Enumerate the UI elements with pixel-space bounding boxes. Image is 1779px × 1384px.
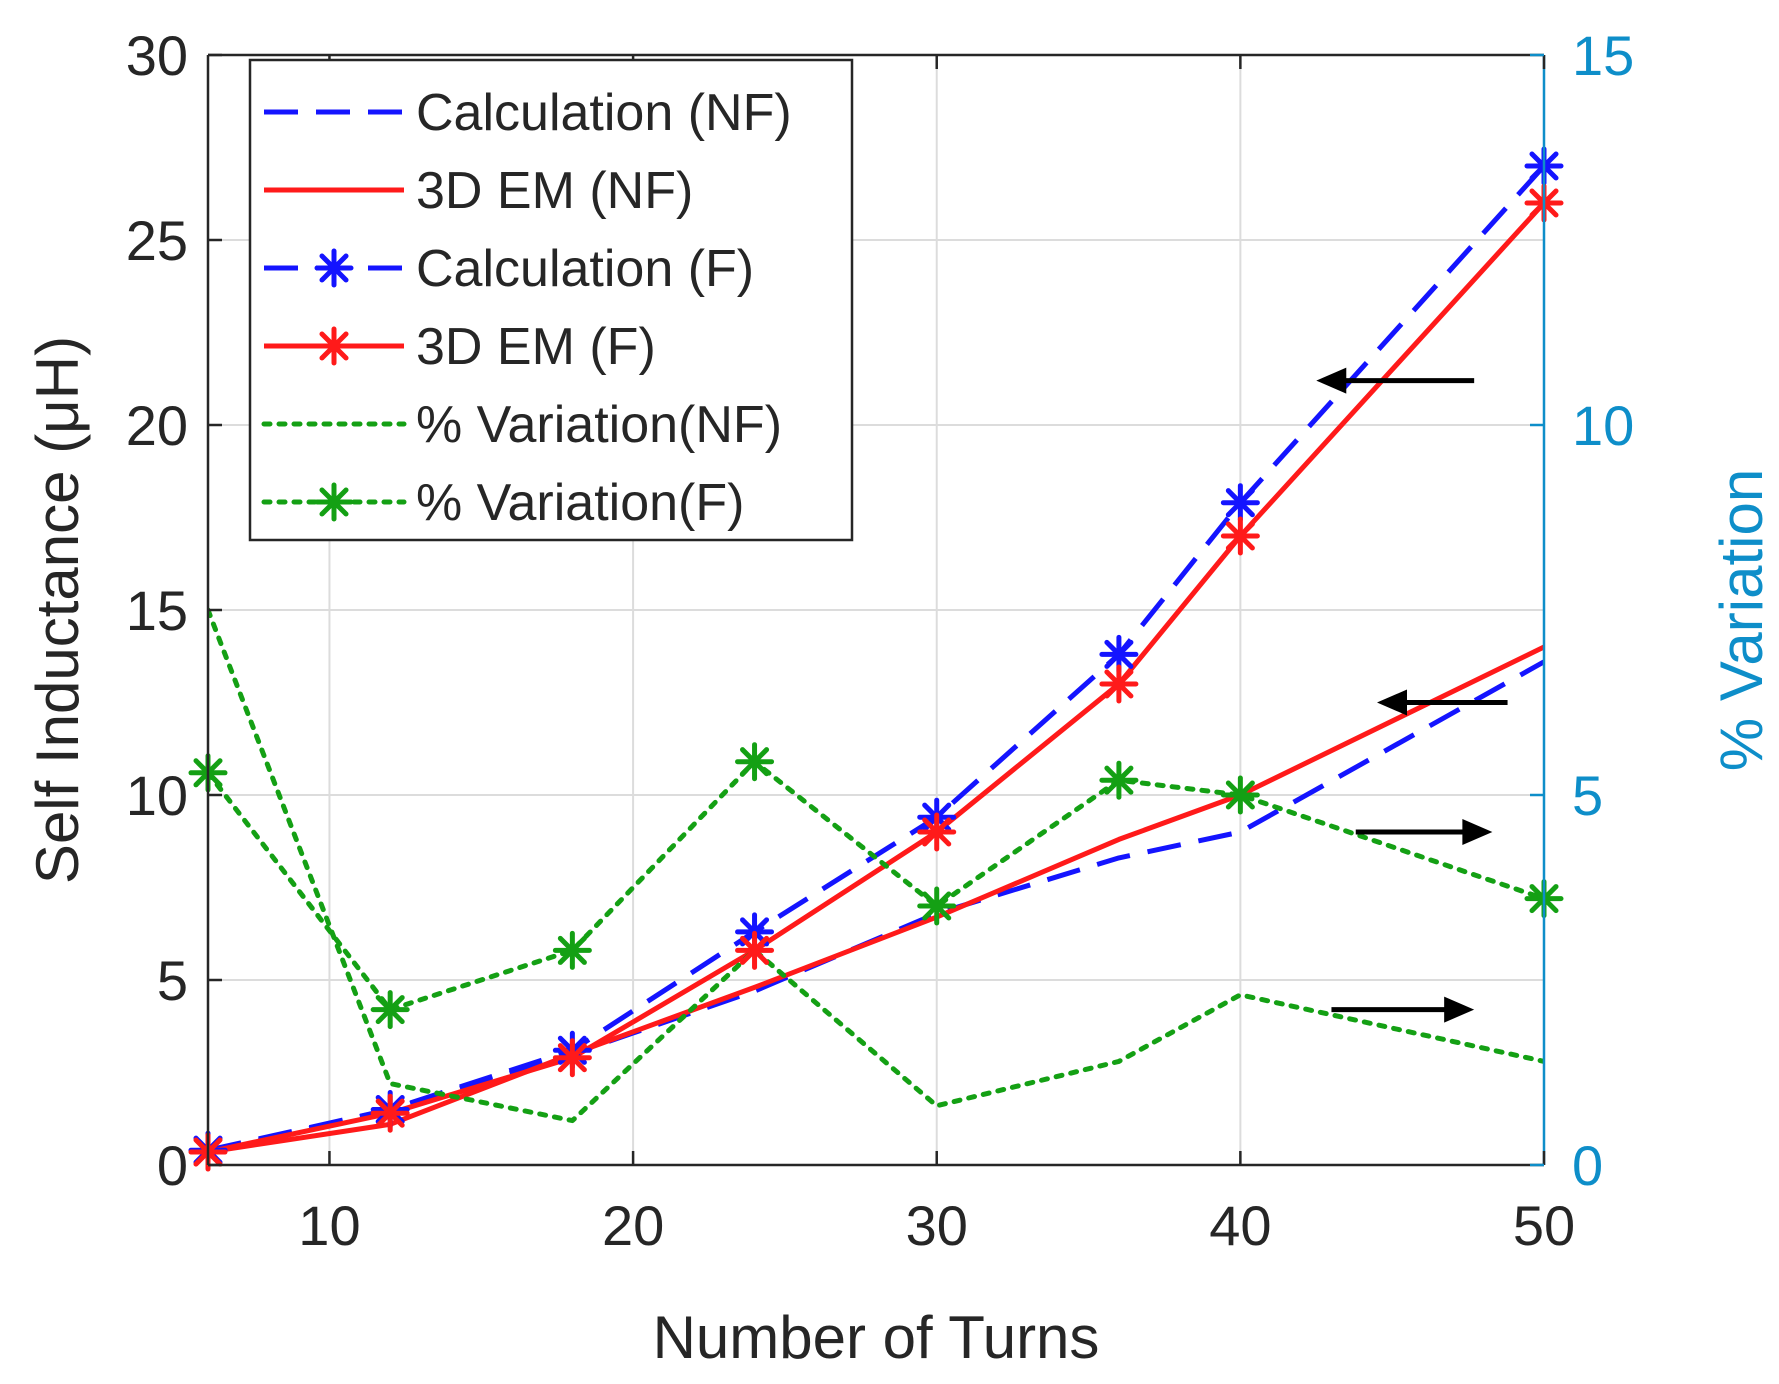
y-right-tick-label-10: 10 — [1572, 394, 1634, 457]
series-5-point-5 — [1099, 760, 1139, 800]
series-3-point-6 — [1220, 516, 1260, 556]
series-2-point-6 — [1220, 483, 1260, 523]
series-3-point-2 — [552, 1038, 592, 1078]
x-axis-label: Number of Turns — [653, 1304, 1100, 1371]
y-tick-label-25: 25 — [126, 209, 188, 272]
legend-label-5: % Variation(F) — [416, 474, 744, 532]
legend-marker-5 — [314, 482, 354, 522]
series-3-point-4 — [917, 812, 957, 852]
x-tick-label-10: 10 — [298, 1194, 360, 1257]
series-layer — [208, 164, 1544, 1155]
x-tick-label-50: 50 — [1513, 1194, 1575, 1257]
series-line-4 — [208, 607, 1544, 1124]
series-3-point-5 — [1099, 664, 1139, 704]
y-tick-label-5: 5 — [157, 949, 188, 1012]
legend-entry-4: % Variation(NF) — [261, 396, 782, 454]
grid — [208, 54, 1545, 1166]
series-5-point-1 — [370, 990, 410, 1030]
y-tick-label-15: 15 — [126, 579, 188, 642]
legend-label-1: 3D EM (NF) — [416, 162, 693, 220]
series-line-5 — [208, 759, 1544, 1013]
legend-label-0: Calculation (NF) — [416, 84, 792, 142]
series-line-2 — [208, 164, 1544, 1153]
series-3-point-3 — [735, 930, 775, 970]
series-line-3 — [208, 201, 1544, 1155]
y-axis-label: Self Inductance (μH) — [24, 336, 91, 884]
legend-label-2: Calculation (F) — [416, 240, 754, 298]
arrow-right-3 — [1331, 996, 1475, 1023]
legend-entry-2: Calculation (F) — [264, 240, 754, 298]
arrow-right-2 — [1355, 819, 1493, 845]
series-3-point-1 — [370, 1093, 410, 1133]
legend-entry-1: 3D EM (NF) — [264, 162, 693, 220]
legend-entry-3: 3D EM (F) — [264, 318, 656, 376]
y-right-tick-label-15: 15 — [1572, 24, 1634, 87]
legend-entry-0: Calculation (NF) — [264, 84, 792, 142]
legend-label-4: % Variation(NF) — [416, 396, 782, 454]
legend-entry-5: % Variation(F) — [261, 474, 744, 532]
series-line-1 — [208, 644, 1544, 1155]
y-tick-label-0: 0 — [157, 1134, 188, 1197]
y-tick-label-30: 30 — [126, 24, 188, 87]
series-5-point-2 — [552, 930, 592, 970]
series-5-point-6 — [1220, 775, 1260, 815]
y-tick-label-10: 10 — [126, 764, 188, 827]
legend-marker-3 — [314, 326, 354, 366]
annotation-arrows — [1316, 367, 1508, 1023]
x-tick-label-30: 30 — [906, 1194, 968, 1257]
legend-marker-2 — [314, 248, 354, 288]
x-tick-label-40: 40 — [1209, 1194, 1271, 1257]
x-tick-label-20: 20 — [602, 1194, 664, 1257]
legend-box — [248, 58, 854, 542]
arrow-left-1 — [1377, 689, 1508, 716]
arrow-left-0 — [1316, 367, 1475, 394]
y-right-tick-label-5: 5 — [1572, 764, 1603, 827]
legend-label-3: 3D EM (F) — [416, 318, 656, 376]
legend: Calculation (NF) 3D EM (NF) Calculation (F… — [248, 58, 854, 542]
series-5-point-4 — [917, 886, 957, 926]
series-5-point-3 — [735, 742, 775, 782]
y-right-tick-label-0: 0 — [1572, 1134, 1603, 1197]
y-tick-label-20: 20 — [126, 394, 188, 457]
y-axis-label-right: % Variation — [1708, 469, 1775, 771]
axes — [206, 53, 1546, 1167]
